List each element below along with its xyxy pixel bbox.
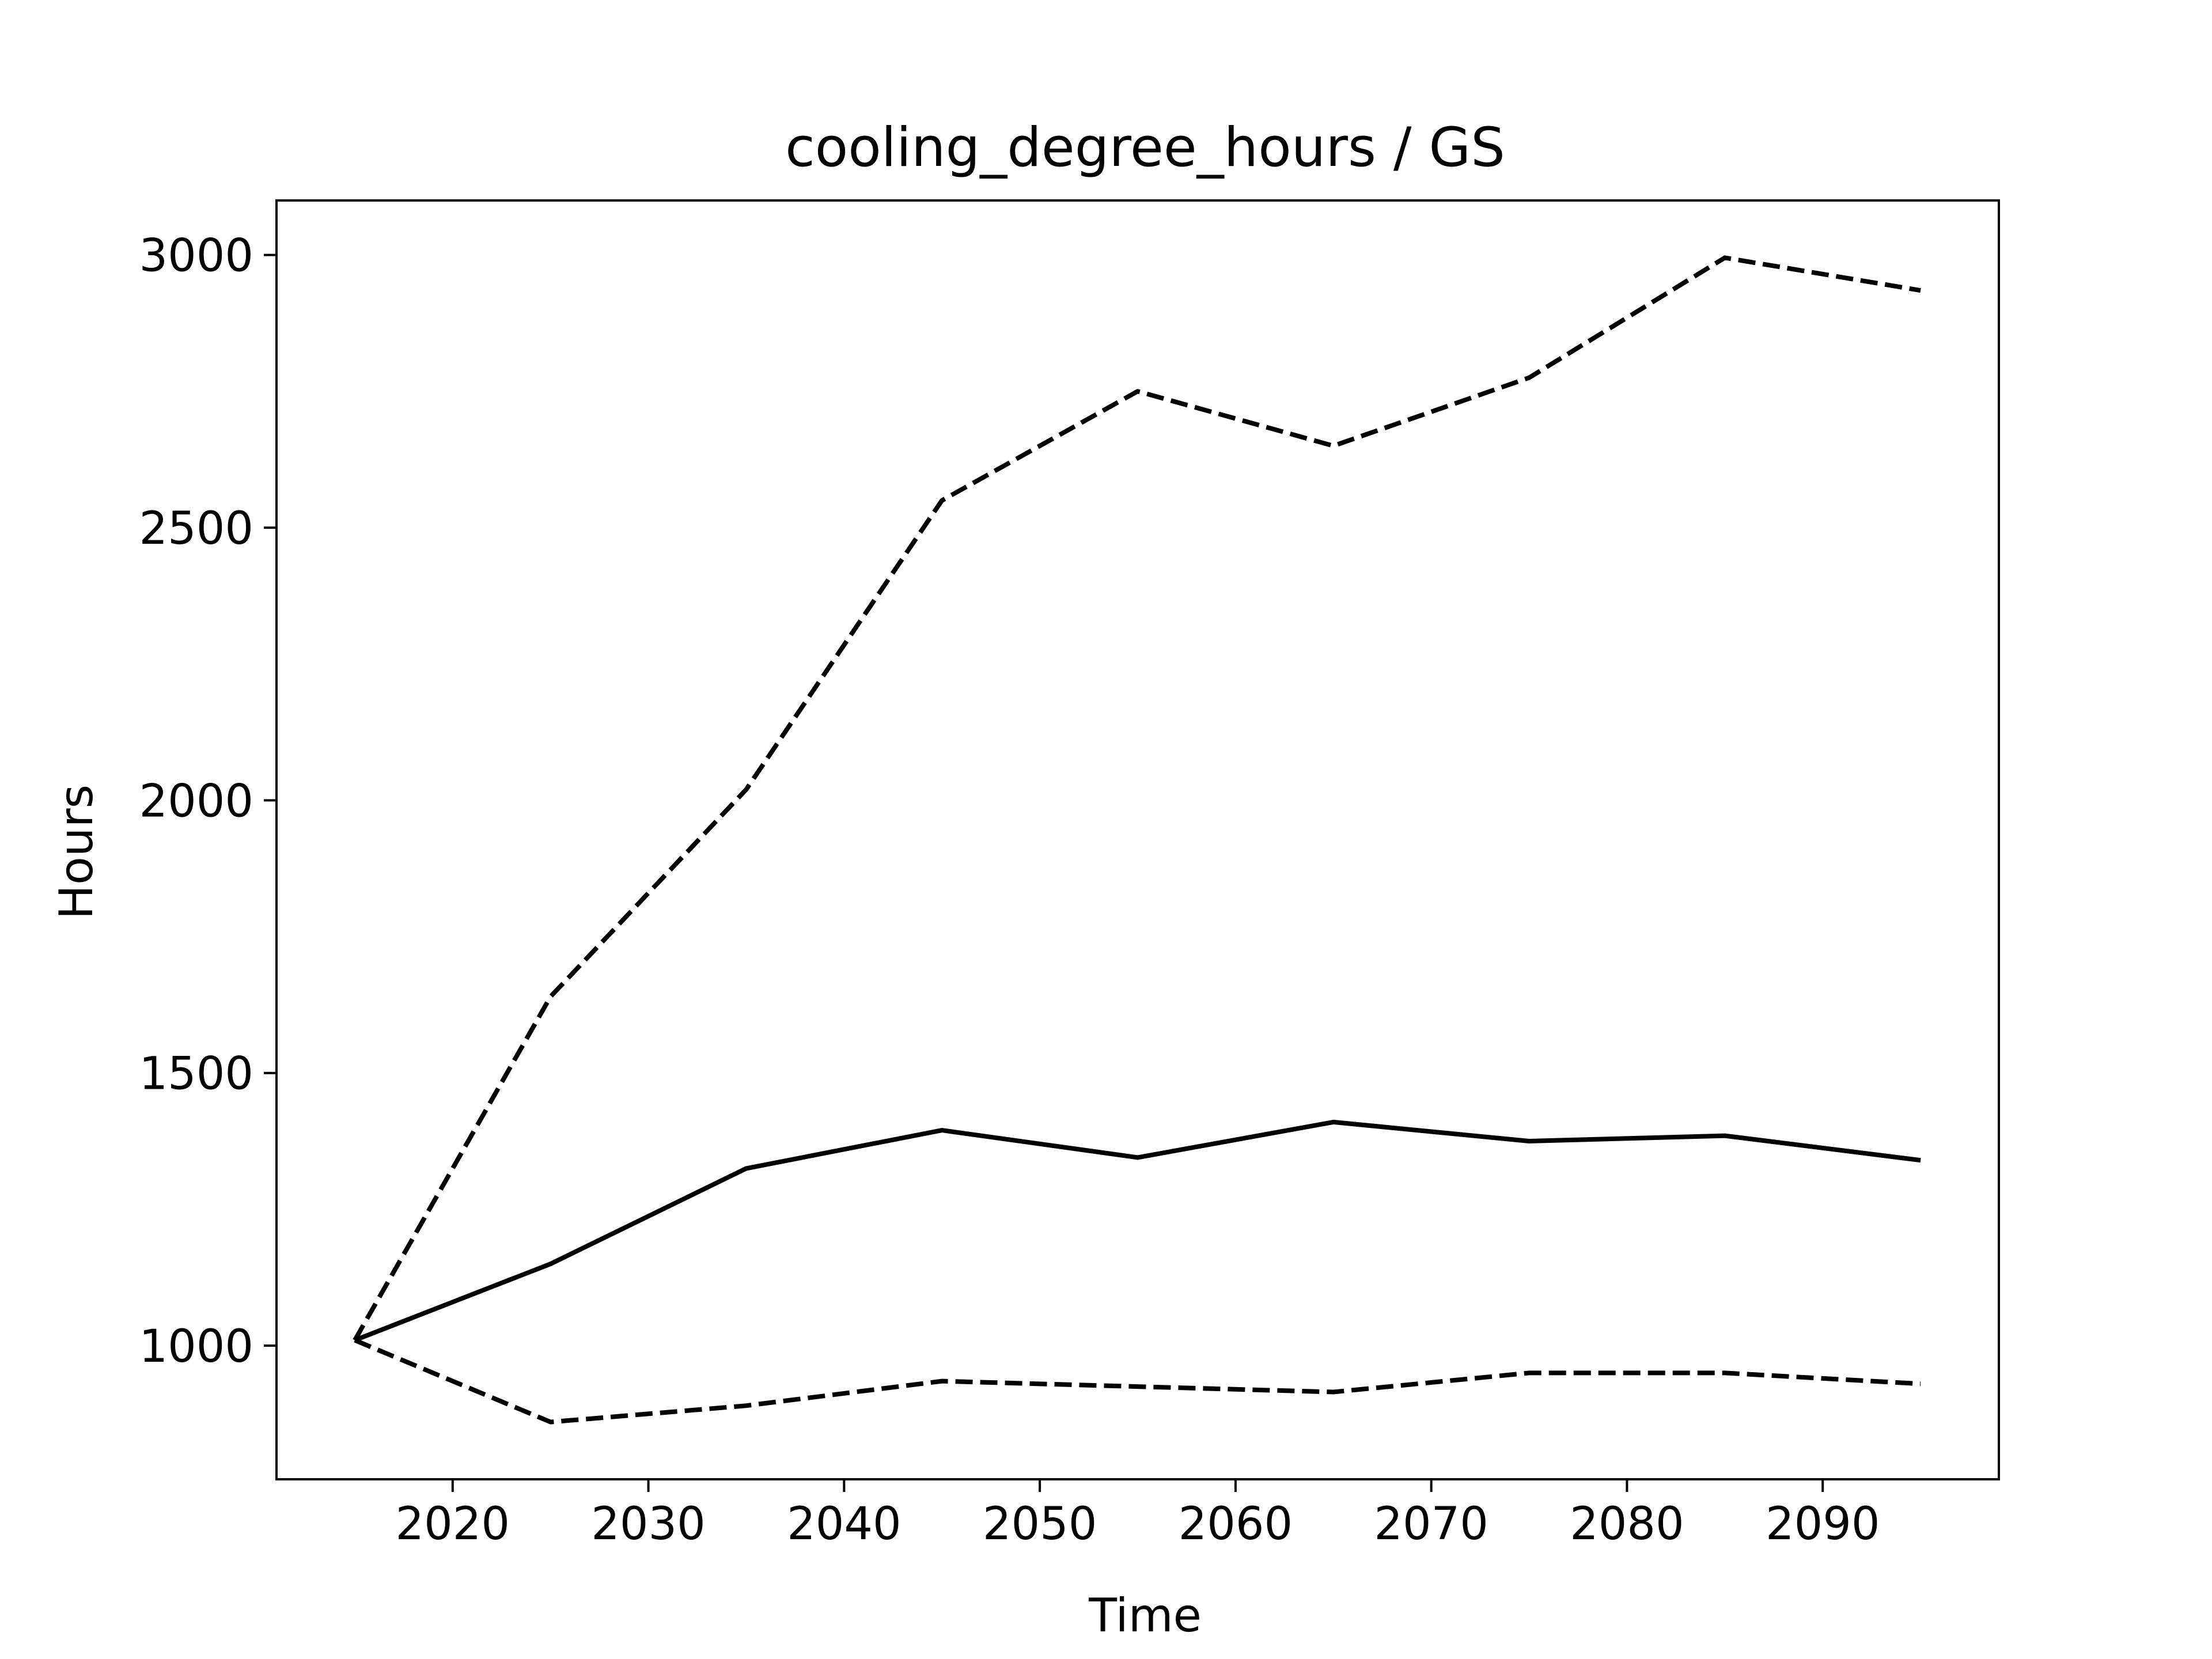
y-tick-label-3000: 3000 — [139, 230, 253, 282]
x-tick-label-2050: 2050 — [983, 1498, 1097, 1550]
y-tick-label-1500: 1500 — [139, 1048, 253, 1100]
chart-title: cooling_degree_hours / GS — [785, 116, 1505, 179]
x-tick-label-2030: 2030 — [591, 1498, 706, 1550]
plot-frame — [275, 199, 2000, 1480]
x-tick-label-2040: 2040 — [787, 1498, 902, 1550]
y-axis-label: Hours — [50, 785, 103, 919]
x-tick-label-2060: 2060 — [1179, 1498, 1293, 1550]
x-axis-label: Time — [1088, 1589, 1202, 1642]
series-line-3 — [354, 1338, 1921, 1425]
y-tick-label-1000: 1000 — [139, 1321, 253, 1373]
x-tick-label-2070: 2070 — [1374, 1498, 1488, 1550]
x-tick-label-2020: 2020 — [396, 1498, 510, 1550]
series-line-2 — [354, 1119, 1921, 1343]
x-tick-label-2090: 2090 — [1766, 1498, 1880, 1550]
y-tick-label-2500: 2500 — [139, 503, 253, 555]
y-tick-label-2000: 2000 — [139, 775, 253, 827]
series-line-1 — [353, 255, 1921, 1342]
x-tick-label-2080: 2080 — [1570, 1498, 1684, 1550]
plot-area: 2020 2030 2040 2050 2060 2070 2080 2090 1000 1500… — [139, 199, 2000, 1550]
